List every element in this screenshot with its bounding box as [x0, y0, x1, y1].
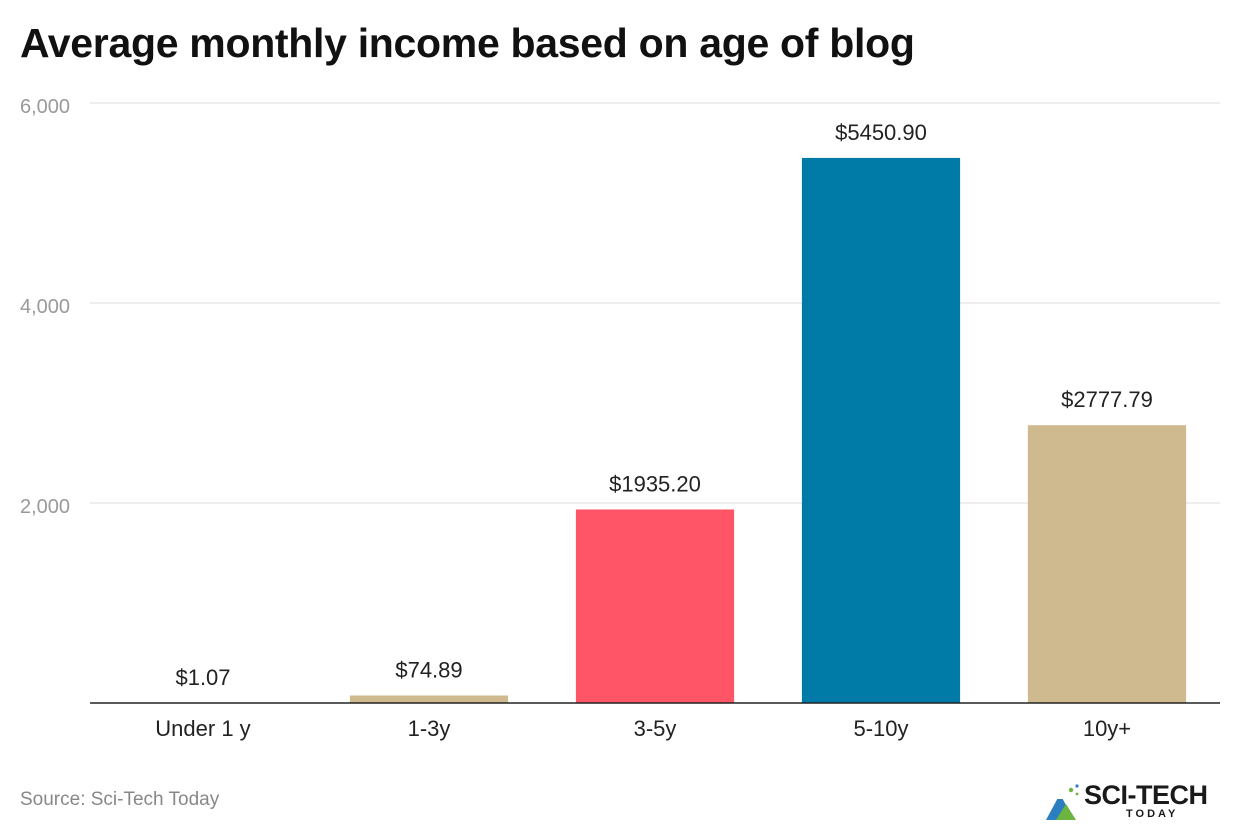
sci-tech-today-logo: SCI-TECH TODAY: [1044, 778, 1224, 824]
source-note: Source: Sci-Tech Today: [20, 789, 220, 810]
x-tick-label: 3-5y: [634, 716, 677, 741]
y-axis-tick-labels: 2,000 4,000 6,000: [20, 96, 70, 518]
logo-mountain-icon: [1046, 784, 1079, 820]
x-tick-label: Under 1 y: [155, 716, 250, 741]
x-tick-label: 10y+: [1083, 716, 1131, 741]
logo-wordmark: SCI-TECH: [1084, 780, 1208, 810]
bar-1-3y: [349, 695, 509, 703]
bar-5-10y: [801, 157, 961, 703]
bars: [123, 157, 1187, 703]
data-label: $2777.79: [1061, 387, 1153, 412]
y-tick-label: 6,000: [20, 96, 70, 118]
x-tick-label: 1-3y: [408, 716, 451, 741]
data-label: $74.89: [395, 658, 462, 683]
logo-subtitle: TODAY: [1126, 808, 1179, 820]
x-axis-tick-labels: Under 1 y 1-3y 3-5y 5-10y 10y+: [155, 716, 1131, 741]
x-tick-label: 5-10y: [853, 716, 908, 741]
bar-10y: [1027, 425, 1187, 703]
chart-title: Average monthly income based on age of b…: [20, 20, 915, 66]
y-tick-label: 2,000: [20, 496, 70, 518]
data-labels: $1.07 $74.89 $1935.20 $5450.90 $2777.79: [175, 120, 1152, 690]
data-label: $1935.20: [609, 471, 701, 496]
bar-3-5y: [575, 509, 735, 703]
data-label: $1.07: [175, 665, 230, 690]
data-label: $5450.90: [835, 120, 927, 145]
y-tick-label: 4,000: [20, 296, 70, 318]
